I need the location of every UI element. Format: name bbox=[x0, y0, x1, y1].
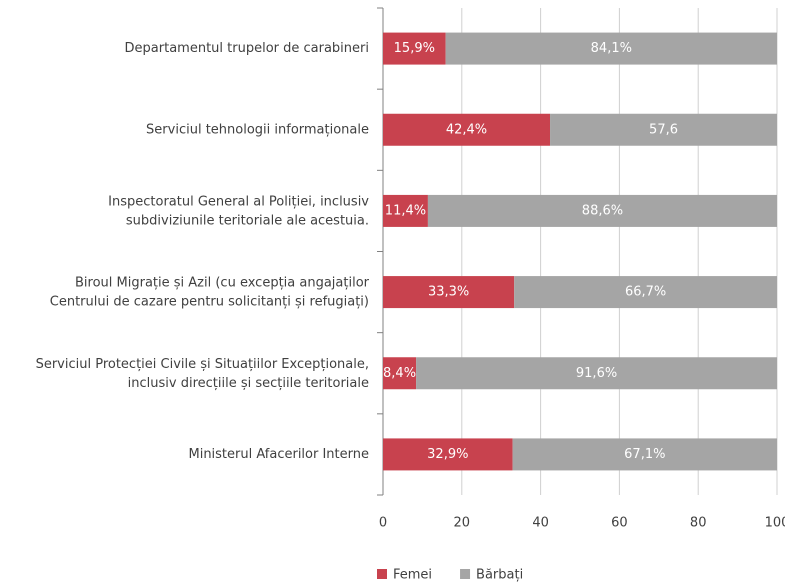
x-tick-label: 20 bbox=[454, 516, 471, 531]
bar-segment bbox=[383, 113, 551, 146]
category-label: Serviciul tehnologii informaționale bbox=[146, 122, 369, 137]
category-label: Biroul Migrație și Azil (cu excepția ang… bbox=[50, 275, 370, 309]
x-tick-label: 40 bbox=[532, 516, 549, 531]
legend-swatch bbox=[460, 569, 471, 579]
bar-segment bbox=[427, 194, 777, 227]
data-label: 32,9% bbox=[427, 447, 468, 462]
x-tick-label: 100 bbox=[765, 516, 785, 531]
data-label: 57,6 bbox=[649, 122, 678, 137]
bar-segment bbox=[383, 357, 417, 390]
data-label: 8,4% bbox=[383, 366, 416, 381]
bar-segment bbox=[383, 194, 428, 227]
bar-segment bbox=[550, 113, 777, 146]
x-tick-label: 0 bbox=[379, 516, 387, 531]
data-label: 11,4% bbox=[385, 203, 426, 218]
legend-label: Bărbați bbox=[476, 568, 523, 583]
data-label: 15,9% bbox=[394, 41, 435, 56]
data-label: 42,4% bbox=[446, 122, 487, 137]
bar-segment bbox=[383, 438, 513, 471]
bar-segment bbox=[383, 32, 446, 65]
category-label: Inspectoratul General al Poliției, inclu… bbox=[108, 194, 369, 228]
data-label: 33,3% bbox=[428, 285, 469, 300]
category-label: Ministerul Afacerilor Interne bbox=[188, 447, 369, 462]
category-label: Serviciul Protecției Civile și Situațiil… bbox=[36, 356, 369, 390]
bar-segment bbox=[383, 276, 515, 309]
data-label: 91,6% bbox=[576, 366, 617, 381]
data-label: 66,7% bbox=[625, 285, 666, 300]
x-tick-label: 60 bbox=[611, 516, 628, 531]
legend-label: Femei bbox=[393, 568, 432, 583]
data-label: 67,1% bbox=[624, 447, 665, 462]
bar-segment bbox=[416, 357, 777, 390]
bar-segment bbox=[514, 276, 777, 309]
data-label: 84,1% bbox=[591, 41, 632, 56]
legend-swatch bbox=[377, 569, 387, 579]
data-label: 88,6% bbox=[582, 203, 623, 218]
x-tick-label: 80 bbox=[690, 516, 707, 531]
bar-segment bbox=[445, 32, 777, 65]
bar-segment bbox=[512, 438, 777, 471]
category-label: Departamentul trupelor de carabineri bbox=[125, 41, 369, 56]
